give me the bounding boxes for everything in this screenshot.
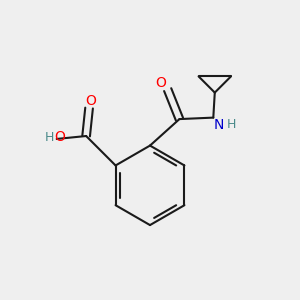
- Text: N: N: [213, 118, 224, 132]
- Text: O: O: [155, 76, 166, 90]
- Text: H: H: [226, 118, 236, 131]
- Text: O: O: [85, 94, 96, 108]
- Text: O: O: [54, 130, 65, 145]
- Text: H: H: [45, 131, 54, 144]
